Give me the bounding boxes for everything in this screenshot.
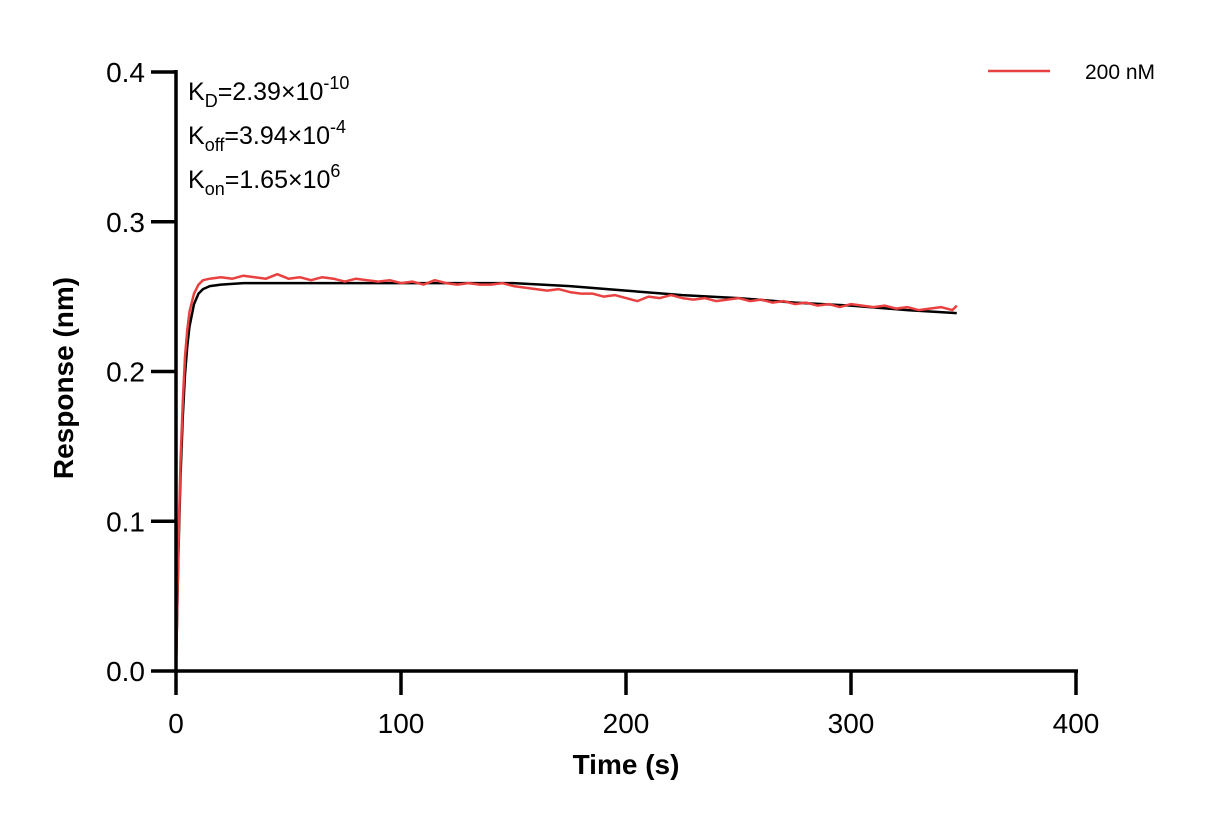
x-tick-label: 400 — [1053, 708, 1100, 739]
x-axis-title: Time (s) — [573, 749, 680, 780]
kinetic-constant-label: Kon=1.65×106 — [188, 161, 340, 199]
legend: 200 nM — [988, 61, 1155, 84]
y-tick-label: 0.4 — [106, 57, 145, 88]
kinetic-constants: KD=2.39×10-10 Koff=3.94×10-4 Kon=1.65×106 — [188, 73, 349, 199]
y-tick-label: 0.0 — [106, 656, 145, 687]
x-tick-label: 300 — [828, 708, 875, 739]
x-tick-label: 100 — [378, 708, 425, 739]
y-tick-label: 0.1 — [106, 506, 145, 537]
fit-curve — [174, 281, 957, 672]
x-tick-label: 200 — [603, 708, 650, 739]
x-tick-label: 0 — [168, 708, 184, 739]
y-tick-label: 0.3 — [106, 207, 145, 238]
kinetic-constant-label: KD=2.39×10-10 — [188, 73, 349, 111]
legend-label: 200 nM — [1085, 61, 1155, 84]
series-line-200nm — [174, 272, 958, 672]
y-axis-title: Response (nm) — [48, 277, 79, 479]
kinetic-constant-label: Koff=3.94×10-4 — [188, 117, 346, 155]
y-tick-label: 0.2 — [106, 357, 145, 388]
